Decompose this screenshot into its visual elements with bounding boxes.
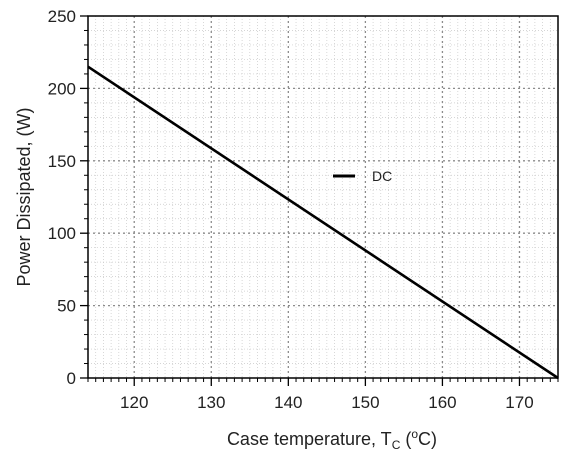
x-axis-title-mid: ( [400,429,411,449]
x-tick-label: 160 [428,393,456,412]
x-axis-title-superscript: o [411,427,418,441]
x-axis-title-subscript: C [392,438,401,452]
y-tick-label: 50 [57,297,76,316]
y-tick-label: 150 [48,152,76,171]
x-axis-title-prefix: Case temperature, T [227,429,392,449]
major-grid [88,16,558,378]
x-tick-label: 170 [505,393,533,412]
x-axis-title-suffix: C) [418,429,437,449]
y-tick-labels: 0 50 100 150 200 250 [48,7,76,388]
x-axis-title: Case temperature, TC (oC) [227,427,437,452]
series-layer [87,65,559,380]
x-tick-labels: 120 130 140 150 160 170 [120,393,534,412]
axis-ticks [80,15,559,386]
y-tick-label: 200 [48,79,76,98]
y-tick-label: 0 [67,369,76,388]
x-tick-label: 130 [197,393,225,412]
series-line-dc [87,65,559,380]
plot-frame [87,15,559,379]
x-tick-label: 140 [274,393,302,412]
legend-label-dc: DC [372,168,392,184]
y-tick-label: 250 [48,7,76,26]
legend: DC [333,168,392,184]
minor-grid [87,16,559,378]
x-tick-label: 150 [351,393,379,412]
y-tick-label: 100 [48,224,76,243]
x-tick-label: 120 [120,393,148,412]
y-axis-title: Power Dissipated, (W) [14,107,34,286]
